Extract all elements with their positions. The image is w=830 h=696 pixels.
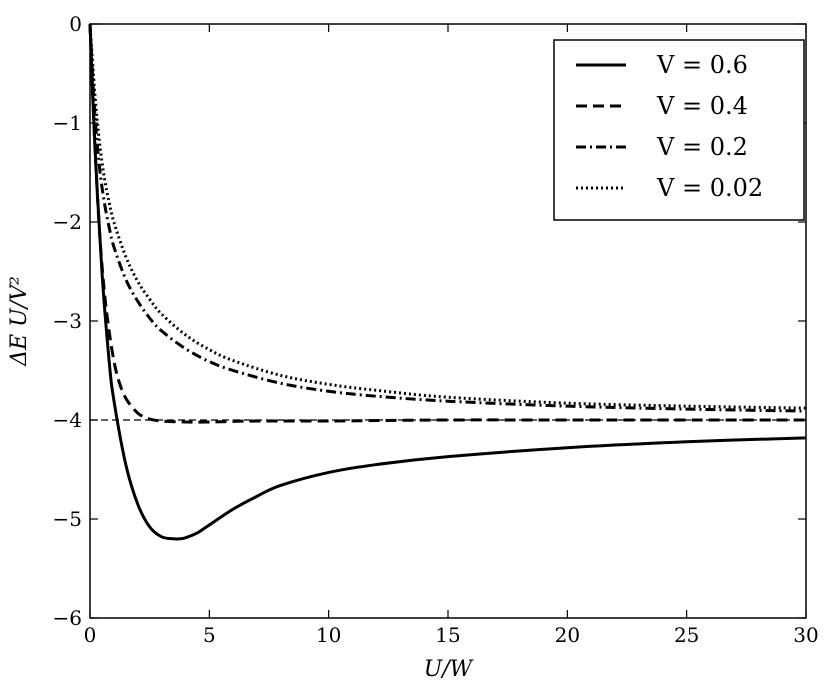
legend-box: [553, 39, 805, 221]
x-tick-label: 10: [316, 623, 341, 647]
legend-label-4: V = 0.02: [656, 174, 763, 202]
y-tick-label: −4: [53, 408, 82, 432]
legend-label-3: V = 0.2: [656, 133, 748, 161]
x-tick-label: 15: [435, 623, 460, 647]
y-axis-label: ΔE U/V²: [7, 276, 32, 367]
x-tick-label: 0: [84, 623, 97, 647]
x-tick-label: 25: [674, 623, 699, 647]
legend-label-2: V = 0.4: [656, 92, 748, 120]
y-tick-label: −1: [53, 111, 82, 135]
x-axis-label: U/W: [424, 657, 475, 682]
series-line-3: [88, 23, 807, 413]
series-line-2: [88, 23, 806, 424]
y-tick-label: −5: [53, 507, 82, 531]
legend: V = 0.6 V = 0.4 V = 0.2 V = 0.02: [553, 39, 805, 221]
y-tick-label: −2: [53, 210, 82, 234]
series-layer: [88, 23, 807, 541]
series-line-1: [88, 23, 807, 541]
x-tick-label: 5: [203, 623, 216, 647]
y-tick-label: −3: [53, 309, 82, 333]
y-tick-label: 0: [69, 12, 82, 36]
x-tick-label: 20: [555, 623, 580, 647]
legend-label-1: V = 0.6: [656, 51, 748, 79]
y-tick-label: −6: [53, 606, 82, 630]
x-tick-label: 30: [793, 623, 818, 647]
series-line-4: [88, 23, 807, 410]
tick-layer: 0 5 10 15 20 25 30 0 −1 −2 −3 −4 −5 −6: [53, 12, 819, 647]
